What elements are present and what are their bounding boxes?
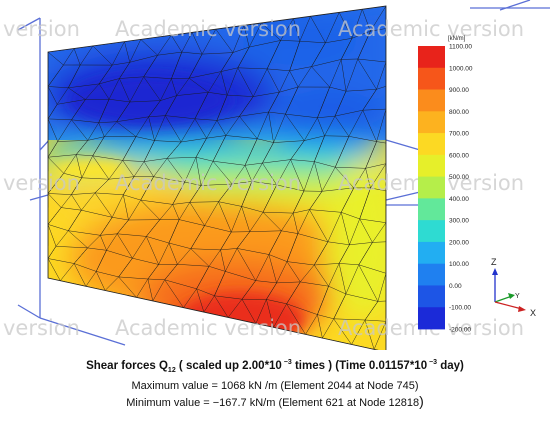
legend-color-box <box>418 241 445 265</box>
model-viewport[interactable]: version Academic version Academic versio… <box>0 0 550 350</box>
x-axis-label: X <box>530 308 536 318</box>
legend-color-box <box>418 46 445 69</box>
caption-max-value: Maximum value = 1068 kN /m (Element 2044… <box>131 380 419 393</box>
legend-tick-label: 600.00 <box>449 152 469 159</box>
legend-color-box <box>418 89 445 112</box>
legend-tick-label: -100.00 <box>449 305 471 312</box>
legend-tick-label: 100.00 <box>449 261 469 268</box>
legend-color-box <box>418 285 445 308</box>
legend-tick-label: 1000.00 <box>449 65 473 72</box>
legend-tick-label: -200.00 <box>449 327 471 334</box>
contour-plate[interactable] <box>30 0 410 350</box>
x-axis-arrow-icon <box>518 306 526 312</box>
z-axis-label: Z <box>491 257 497 267</box>
watermark-text: Academic version <box>115 17 301 41</box>
legend-color-box <box>418 220 445 243</box>
legend-color-box <box>418 133 445 156</box>
watermark-text: version <box>3 316 80 340</box>
legend-tick-label: 1100.00 <box>449 44 472 51</box>
legend-color-box <box>418 154 445 178</box>
z-axis-arrow-icon <box>492 268 498 275</box>
color-legend: [kN/m] 1100.00 1000.00 900.00 800.00 700.00 6… <box>418 36 473 334</box>
caption-min-value: Minimum value = −167.7 kN/m (Element 621… <box>126 393 424 410</box>
x-axis-line <box>494 301 523 310</box>
axis-triad: Z Y X <box>491 257 536 318</box>
y-axis-arrow-icon <box>508 293 515 299</box>
legend-tick-label: 700.00 <box>449 131 469 138</box>
y-axis-label: Y <box>515 293 520 300</box>
legend-tick-label: 200.00 <box>449 239 469 246</box>
result-caption: Shear forces Q12 ( scaled up 2.00*10 −3 … <box>0 355 550 411</box>
legend-tick-label: 300.00 <box>449 218 469 225</box>
y-axis-line <box>494 295 513 303</box>
watermark-text: Academic version <box>115 316 301 340</box>
legend-tick-label: 900.00 <box>449 87 469 94</box>
watermark-text: Academic version <box>338 17 524 41</box>
legend-tick-label: 0.00 <box>449 283 462 290</box>
legend-tick-label: 400.00 <box>449 196 469 203</box>
watermark-text: version <box>3 171 80 195</box>
legend-color-box <box>418 307 445 330</box>
legend-unit: [kN/m] <box>448 36 466 42</box>
legend-tick-label: 800.00 <box>449 109 469 116</box>
plate-outline <box>47 5 387 350</box>
legend-color-box <box>418 198 445 221</box>
watermark-text: version <box>3 17 80 41</box>
watermark-text: Academic version <box>115 171 301 195</box>
legend-tick-label: 500.00 <box>449 174 469 181</box>
legend-color-box <box>418 176 445 199</box>
legend-color-box <box>418 111 445 134</box>
caption-title: Shear forces Q12 ( scaled up 2.00*10 −3 … <box>86 359 464 375</box>
legend-color-box <box>418 263 445 286</box>
legend-color-box <box>418 67 445 90</box>
